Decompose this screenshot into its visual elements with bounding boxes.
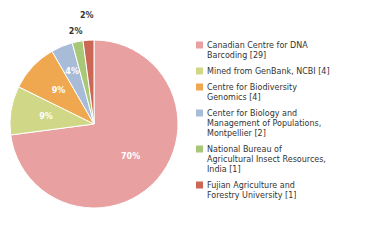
- data-label: 2%: [69, 27, 83, 36]
- legend-swatch: [196, 110, 203, 117]
- data-label: 4%: [65, 67, 79, 76]
- data-label: 2%: [80, 11, 94, 20]
- legend-label: Fujian Agriculture andForestry Universit…: [207, 181, 296, 200]
- pie: [10, 40, 178, 208]
- chart: 70% 9% 9% 4% 2% 2% Canadian Centre for DNABarc…: [0, 0, 380, 240]
- data-label: 70%: [121, 152, 140, 161]
- data-labels: 70% 9% 9% 4% 2% 2%: [39, 11, 140, 161]
- legend-label: Centre for BiodiversityGenomics [4]: [207, 83, 297, 102]
- pie-slice: [11, 40, 178, 208]
- pie-slice: [83, 40, 94, 124]
- legend-swatch: [196, 146, 203, 153]
- legend: Canadian Centre for DNABarcoding [29] Min…: [196, 41, 330, 200]
- data-label: 9%: [52, 86, 66, 95]
- legend-swatch: [196, 42, 203, 49]
- legend-swatch: [196, 182, 203, 189]
- data-label: 9%: [39, 112, 53, 121]
- pie-slice: [72, 41, 94, 124]
- legend-label: National Bureau ofAgricultural Insect Re…: [207, 145, 326, 174]
- legend-label: Canadian Centre for DNABarcoding [29]: [207, 41, 308, 60]
- legend-swatch: [196, 68, 203, 75]
- legend-swatch: [196, 84, 203, 91]
- legend-label: Mined from GenBank, NCBI [4]: [207, 67, 330, 76]
- legend-label: Center for Biology andManagement of Popu…: [207, 109, 321, 138]
